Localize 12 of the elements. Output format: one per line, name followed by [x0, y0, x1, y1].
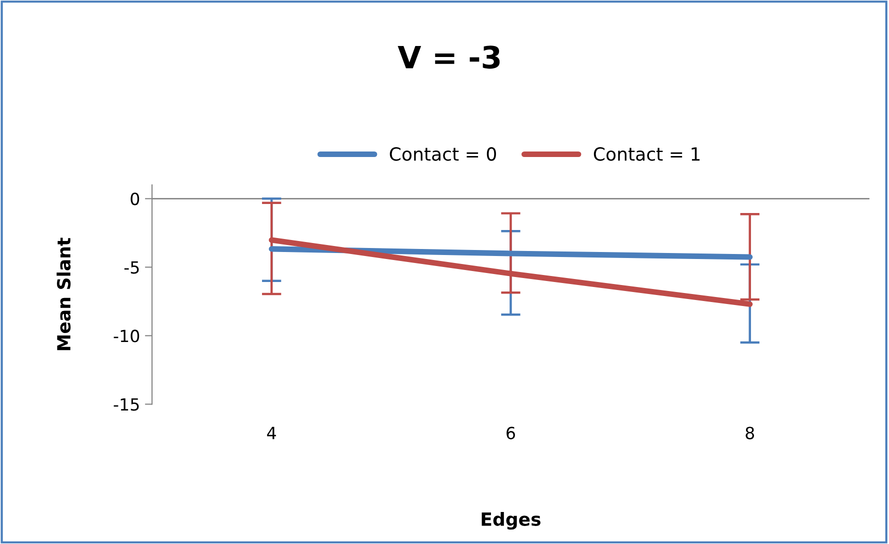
y-tick-label: -5: [124, 261, 139, 274]
legend-label: Contact = 1: [594, 147, 700, 161]
legend-label: Contact = 0: [390, 147, 496, 161]
x-axis-title: Edges: [482, 512, 540, 530]
y-tick-label: -10: [114, 330, 140, 342]
x-tick-label: 8: [746, 426, 754, 440]
y-axis-title: Mean Slant: [56, 238, 71, 350]
x-tick-label: 4: [267, 426, 276, 440]
y-tick-label: -15: [114, 398, 139, 411]
chart-title: V = -3: [398, 46, 500, 69]
x-tick-label: 6: [506, 426, 515, 440]
y-tick-label: 0: [130, 192, 140, 206]
